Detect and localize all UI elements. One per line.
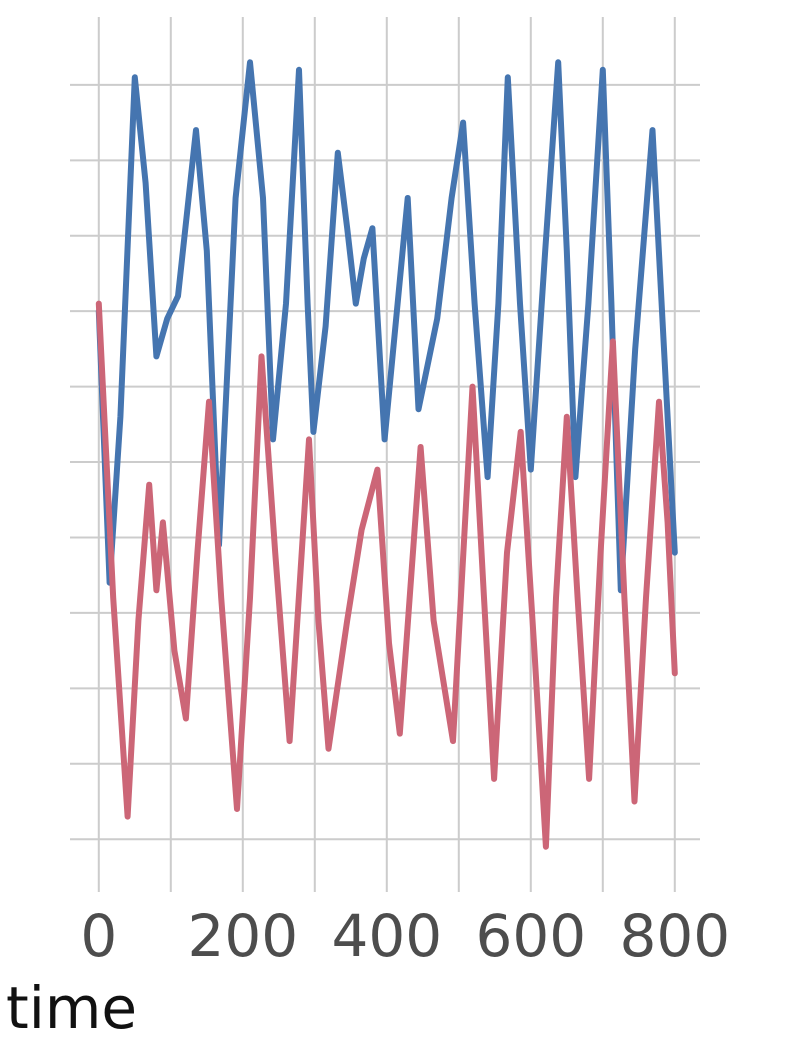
line xyxy=(95,59,678,594)
line xyxy=(95,300,678,850)
x-tick-label: 600 xyxy=(475,902,586,970)
x-tick-label: 800 xyxy=(619,902,730,970)
x-tick-label: 0 xyxy=(80,902,117,970)
x-axis-label: time xyxy=(6,974,137,1042)
x-tick-label: 400 xyxy=(331,902,442,970)
x-tick-label: 200 xyxy=(187,902,298,970)
